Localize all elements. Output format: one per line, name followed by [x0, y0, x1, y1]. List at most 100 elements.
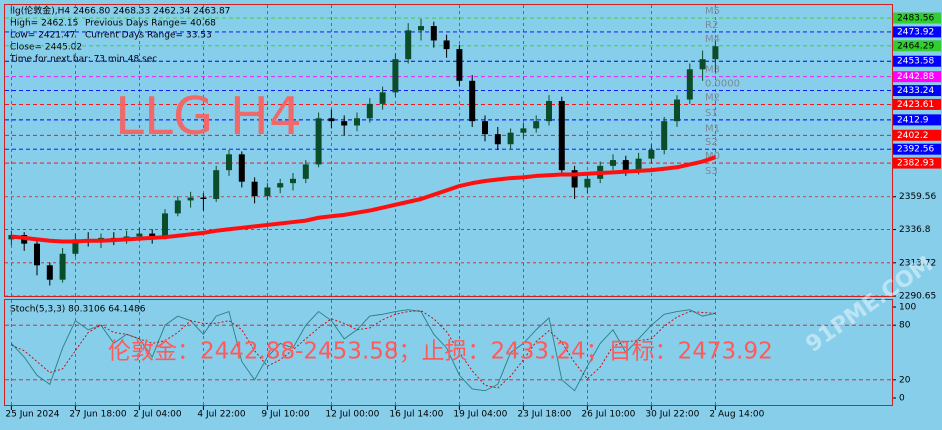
level-tag-label: 2453.58: [897, 57, 934, 67]
level-tag: [893, 157, 941, 169]
candle-body: [251, 181, 258, 197]
level-tag-label: 2433.24: [897, 86, 934, 96]
x-tick-label: 30 Jul 22:00: [645, 410, 699, 420]
candle-body: [149, 233, 156, 238]
candle-body: [226, 154, 232, 171]
candle-body: [469, 80, 476, 122]
candle-body: [648, 149, 655, 159]
level-tag-label: 2412.9: [897, 115, 929, 125]
level-name: S2: [705, 137, 718, 148]
candle-body: [584, 178, 591, 188]
level-name: M3: [705, 65, 720, 76]
candle-body: [533, 121, 540, 129]
main-panel-frame: [4, 4, 893, 297]
level-tag-label: 2464.29: [897, 41, 934, 51]
y-tick-label: 20: [899, 375, 911, 385]
info-text: Time for next bar: 73 min 48 sec: [9, 55, 157, 65]
candle-body: [686, 69, 693, 100]
candle-body: [187, 197, 194, 201]
y-tick-label: 80: [899, 321, 911, 331]
x-tick-label: 26 Jul 10:00: [581, 410, 635, 420]
info-text: llg(伦敦金),H4 2466.80 2468.33 2462.34 2463…: [10, 5, 230, 17]
candle-body: [661, 121, 668, 150]
level-name: M2: [705, 92, 720, 103]
stoch-panel-frame: [4, 299, 893, 406]
candle-body: [59, 253, 66, 280]
level-tag-label: 2483.56: [897, 14, 934, 24]
symbol-watermark: LLG H4: [115, 87, 302, 147]
level-tag: [893, 114, 941, 126]
candle-body: [610, 160, 616, 166]
y-tick-label: 100: [899, 303, 916, 313]
stoch-title: Stoch(5,3,3) 80.3106 64.1486: [10, 305, 146, 315]
candle-body: [571, 170, 578, 188]
candle-body: [635, 158, 642, 171]
candle-body: [136, 233, 143, 237]
level-tag: [893, 40, 941, 52]
candle-body: [507, 132, 514, 145]
moving-average: [11, 155, 717, 244]
level-tag: [893, 12, 941, 24]
candle-body: [46, 265, 53, 280]
level-name: S1: [705, 108, 718, 119]
candle-body: [712, 46, 719, 60]
candle-body: [699, 59, 706, 70]
candle-body: [277, 183, 284, 188]
candle-body: [238, 154, 245, 182]
candle-body: [290, 178, 296, 184]
candle-body: [622, 160, 629, 171]
info-text: Previous Days Range= 40.68: [85, 19, 216, 29]
level-name: S3: [705, 166, 718, 177]
level-name: 0.0000: [705, 79, 740, 90]
level-tag-label: 2442.88: [897, 72, 934, 82]
candle-body: [494, 134, 501, 145]
level-tag-label: 2382.93: [897, 159, 934, 169]
info-text: Current Days Range= 33.53: [85, 31, 212, 41]
stoch-line: [11, 310, 716, 389]
candle-body: [392, 59, 399, 93]
x-tick-label: 25 Jun 2024: [5, 410, 59, 420]
candle-body: [264, 187, 271, 197]
candle-body: [546, 100, 552, 122]
candle-body: [366, 103, 373, 119]
candle-body: [174, 200, 181, 214]
candle-body: [213, 170, 220, 199]
candle-body: [443, 40, 450, 50]
candle-body: [341, 121, 348, 126]
candle-body: [354, 118, 360, 126]
level-tag-label: 2423.61: [897, 100, 934, 110]
candle-body: [200, 197, 207, 199]
x-tick-label: 4 Jul 22:00: [197, 410, 246, 420]
level-tag: [893, 26, 941, 38]
info-text: Close= 2445.02: [10, 43, 82, 53]
y-tick-label: 2290.65: [899, 292, 936, 302]
info-text: Low= 2421.47: [10, 31, 75, 41]
level-name: M1: [705, 123, 720, 134]
candle-body: [520, 128, 527, 133]
candle-body: [34, 243, 40, 266]
x-tick-label: 2 Aug 14:00: [709, 410, 764, 420]
level-name: R2: [705, 20, 718, 31]
candle-body: [315, 118, 322, 165]
candle-body: [674, 99, 680, 122]
y-tick-label: 2336.8: [899, 225, 931, 235]
level-tag-label: 2473.92: [897, 27, 934, 37]
level-tag: [893, 143, 941, 155]
candle-body: [405, 30, 412, 60]
level-tag: [893, 55, 941, 67]
candle-body: [72, 239, 79, 254]
candle-body: [162, 213, 168, 238]
x-tick-label: 23 Jul 18:00: [517, 410, 571, 420]
level-tag: [893, 85, 941, 97]
candle-body: [379, 92, 386, 104]
level-tag: [893, 71, 941, 83]
candle-body: [328, 118, 335, 122]
y-tick-label: 0: [899, 394, 905, 404]
level-tag: [893, 129, 941, 141]
level-name: M4: [705, 34, 720, 45]
trade-note: 伦敦金：2442.88-2453.58；止损：2433.24；目标：2473.9…: [108, 339, 773, 365]
x-tick-label: 2 Jul 04:00: [133, 410, 182, 420]
level-tag-label: 2392.56: [897, 145, 934, 155]
